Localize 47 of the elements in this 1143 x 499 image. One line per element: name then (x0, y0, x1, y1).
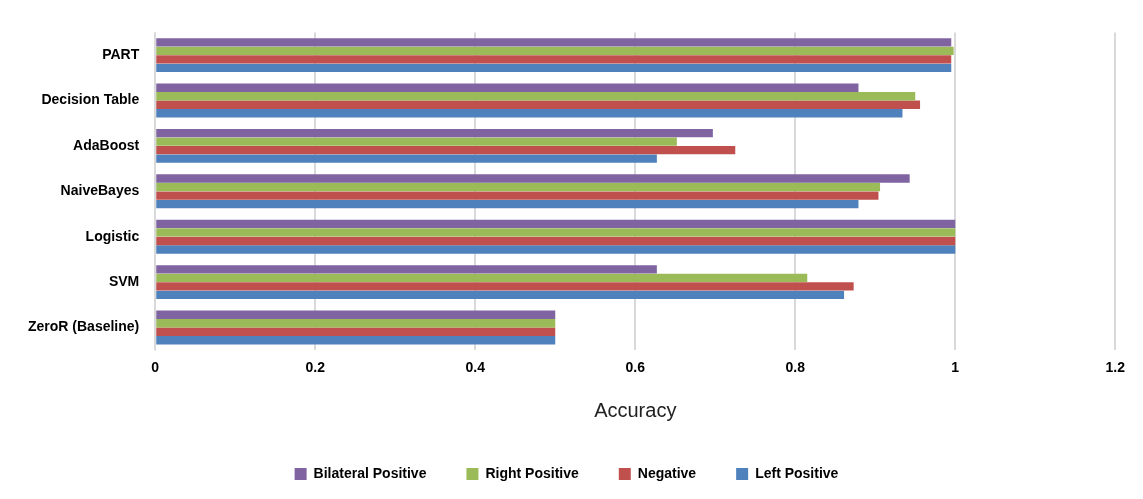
bar (156, 199, 859, 209)
bar (156, 174, 910, 183)
bar (156, 154, 657, 163)
bar (156, 137, 677, 146)
bar (156, 145, 736, 155)
y-tick-label: Decision Table (41, 91, 140, 108)
bar (156, 245, 956, 254)
bar (156, 128, 713, 138)
y-tick-label: PART (102, 45, 140, 62)
bar (156, 63, 952, 73)
bar (156, 282, 854, 291)
bar (156, 228, 956, 237)
bar (156, 319, 556, 328)
y-tick-label: Logistic (85, 227, 140, 244)
legend-label: Right Positive (485, 464, 579, 481)
x-tick-label: 0.2 (305, 359, 326, 376)
bar (156, 191, 879, 200)
legend-label: Negative (637, 464, 697, 481)
x-tick-label: 1 (951, 359, 960, 376)
bar (156, 327, 556, 336)
x-tick-label: 0 (151, 359, 160, 376)
bar (156, 83, 859, 92)
x-tick-label: 0.4 (465, 359, 486, 376)
legend-label: Bilateral Positive (313, 464, 427, 481)
bar (156, 38, 952, 47)
legend-label: Left Positive (755, 464, 839, 481)
x-tick-label: 0.8 (785, 359, 806, 376)
y-tick-label: SVM (108, 272, 140, 289)
x-tick-label: 1.2 (1105, 359, 1126, 376)
bar (156, 46, 954, 56)
bar (156, 310, 556, 319)
x-tick-label: 0.6 (625, 359, 646, 376)
bar (156, 100, 921, 109)
bar (156, 336, 556, 345)
bar (156, 109, 903, 118)
bar (156, 182, 881, 192)
bar (156, 265, 657, 274)
y-tick-label: NaiveBayes (60, 182, 140, 199)
bar (156, 55, 952, 64)
bar (156, 273, 808, 283)
bar (156, 290, 845, 300)
bar (156, 92, 916, 101)
y-tick-label: AdaBoost (73, 136, 140, 153)
y-tick-label: ZeroR (Baseline) (28, 318, 140, 335)
bar (156, 236, 956, 246)
x-axis-title: Accuracy (594, 398, 677, 421)
bar (156, 219, 956, 229)
